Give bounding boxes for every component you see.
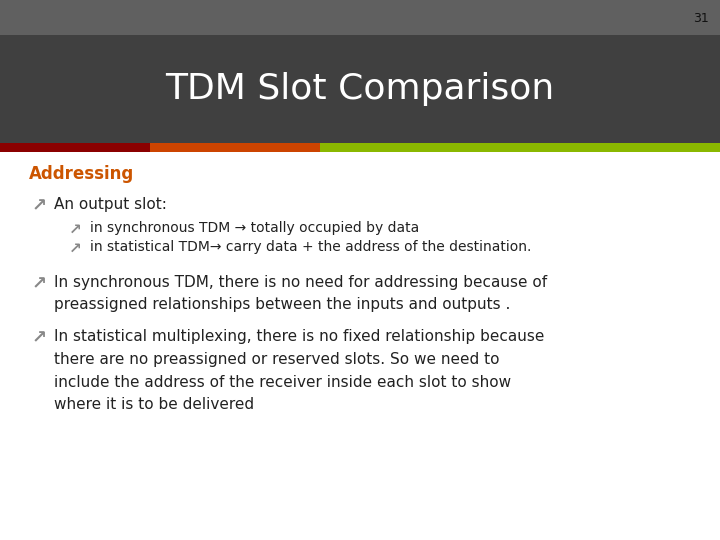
Text: ↗: ↗ <box>32 197 48 215</box>
Text: include the address of the receiver inside each slot to show: include the address of the receiver insi… <box>54 375 511 390</box>
Text: ↗: ↗ <box>69 240 82 255</box>
Text: in synchronous TDM → totally occupied by data: in synchronous TDM → totally occupied by… <box>90 221 419 235</box>
Text: preassigned relationships between the inputs and outputs .: preassigned relationships between the in… <box>54 297 510 312</box>
Bar <box>0 143 150 152</box>
Bar <box>320 143 720 152</box>
Text: ↗: ↗ <box>32 275 48 293</box>
Text: In synchronous TDM, there is no need for addressing because of: In synchronous TDM, there is no need for… <box>54 275 547 291</box>
Text: An output slot:: An output slot: <box>54 197 167 212</box>
Text: in statistical TDM→ carry data + the address of the destination.: in statistical TDM→ carry data + the add… <box>90 240 531 254</box>
Text: ↗: ↗ <box>32 329 48 347</box>
Text: 31: 31 <box>693 12 709 25</box>
Text: In statistical multiplexing, there is no fixed relationship because: In statistical multiplexing, there is no… <box>54 329 544 345</box>
Text: TDM Slot Comparison: TDM Slot Comparison <box>166 72 554 106</box>
Bar <box>0 35 720 143</box>
Bar <box>0 0 720 35</box>
Text: ↗: ↗ <box>69 221 82 237</box>
Text: where it is to be delivered: where it is to be delivered <box>54 397 254 413</box>
Bar <box>150 143 320 152</box>
Text: Addressing: Addressing <box>29 165 134 183</box>
Text: there are no preassigned or reserved slots. So we need to: there are no preassigned or reserved slo… <box>54 352 500 367</box>
